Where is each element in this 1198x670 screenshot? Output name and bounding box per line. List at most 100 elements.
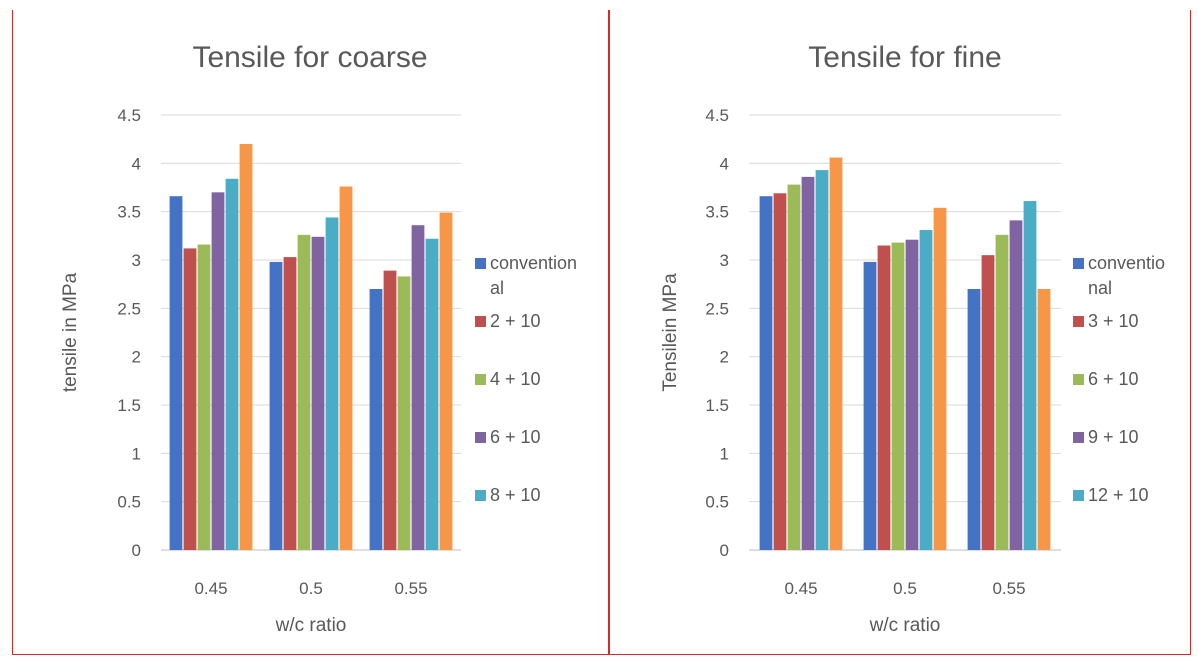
- bar: [829, 157, 843, 551]
- bar: [239, 144, 253, 550]
- chart-title: Tensile for fine: [808, 41, 1001, 74]
- bar: [1009, 220, 1023, 550]
- y-tick-label: 3.5: [705, 203, 729, 222]
- chart-panel-coarse: Tensile for coarse 0 0.5 1 1.5 2 2.5 3 3.5 4 4.5 0.…: [12, 10, 609, 655]
- x-tick-label: 0.45: [784, 579, 817, 598]
- bar: [311, 236, 325, 551]
- bar: [787, 184, 801, 550]
- y-tick-label: 1: [132, 444, 141, 463]
- legend-swatch: [1073, 258, 1084, 269]
- legend-label: 8 + 10: [490, 485, 541, 505]
- x-tick-label: 0.45: [194, 579, 227, 598]
- legend-label: 4 + 10: [490, 369, 541, 389]
- chart-title: Tensile for coarse: [192, 41, 427, 74]
- x-tick-label: 0.5: [893, 579, 917, 598]
- bar: [905, 239, 919, 550]
- legend-label: 9 + 10: [1088, 427, 1139, 447]
- chart-panel-fine: Tensile for fine 0 0.5 1 1.5 2 2.5 3 3.5 4 4.5 0.45…: [609, 10, 1191, 655]
- chart-coarse: Tensile for coarse 0 0.5 1 1.5 2 2.5 3 3.5 4 4.5 0.…: [60, 41, 577, 636]
- x-axis-title: w/c ratio: [275, 615, 347, 636]
- bar: [369, 289, 383, 550]
- y-tick-label: 0: [720, 541, 729, 560]
- x-tick-label: 0.5: [299, 579, 323, 598]
- bar: [269, 261, 283, 550]
- legend-item: 4 + 10: [475, 369, 541, 389]
- bar: [815, 170, 829, 550]
- x-tick-label: 0.55: [992, 579, 1025, 598]
- legend-item: 6 + 10: [1073, 369, 1139, 389]
- bar: [1037, 289, 1051, 550]
- legend-swatch: [1073, 374, 1084, 385]
- y-tick-label: 0: [132, 541, 141, 560]
- y-tick-label: 4: [132, 154, 141, 173]
- legend-label: 6 + 10: [1088, 369, 1139, 389]
- bar: [211, 192, 225, 551]
- legend-item: 8 + 10: [475, 485, 541, 505]
- y-tick-label: 1: [720, 444, 729, 463]
- legend-item: 6 + 10: [475, 427, 541, 447]
- x-tick-label: 0.55: [394, 579, 427, 598]
- bar: [981, 255, 995, 550]
- bar: [877, 245, 891, 550]
- y-tick-label: 4: [720, 154, 729, 173]
- legend-swatch: [1073, 432, 1084, 443]
- y-axis-title: Tensilein MPa: [660, 273, 681, 392]
- bar: [325, 217, 339, 550]
- bar: [995, 234, 1009, 550]
- bar: [933, 207, 947, 551]
- bar: [759, 196, 773, 550]
- bar: [339, 186, 353, 551]
- legend-swatch: [475, 374, 486, 385]
- legend-item: 2 + 10: [475, 311, 541, 331]
- bar: [863, 261, 877, 550]
- bar: [919, 230, 933, 551]
- y-tick-label: 2.5: [705, 299, 729, 318]
- bar: [169, 196, 183, 550]
- bar: [439, 212, 453, 550]
- legend-swatch: [475, 258, 486, 269]
- y-axis-title: tensile in MPa: [60, 272, 81, 392]
- y-tick-label: 2: [132, 348, 141, 367]
- legend-swatch: [1073, 490, 1084, 501]
- bar: [183, 248, 197, 550]
- legend-item: 3 + 10: [1073, 311, 1139, 331]
- y-tick-label: 3: [132, 251, 141, 270]
- bar: [891, 242, 905, 550]
- legend-item: convention al: [475, 253, 577, 298]
- bar: [283, 257, 297, 550]
- bar: [397, 276, 411, 550]
- bar: [225, 178, 239, 551]
- y-tick-label: 0.5: [705, 493, 729, 512]
- y-tick-label: 0.5: [117, 493, 141, 512]
- bar: [383, 270, 397, 550]
- y-tick-label: 4.5: [117, 106, 141, 125]
- legend-item: 9 + 10: [1073, 427, 1139, 447]
- legend-swatch: [1073, 316, 1084, 327]
- y-tick-label: 2.5: [117, 299, 141, 318]
- y-tick-label: 4.5: [705, 106, 729, 125]
- bar: [1023, 201, 1037, 551]
- legend-label: 12 + 10: [1088, 485, 1149, 505]
- legend-label: 6 + 10: [490, 427, 541, 447]
- legend-label: convention: [490, 253, 577, 273]
- legend-label: nal: [1088, 278, 1112, 298]
- bar: [411, 225, 425, 550]
- bar: [801, 176, 815, 550]
- legend-label: 2 + 10: [490, 311, 541, 331]
- bar: [425, 238, 439, 550]
- legend-label: al: [490, 278, 504, 298]
- bar: [967, 289, 981, 550]
- y-tick-label: 1.5: [705, 396, 729, 415]
- bar: [197, 244, 211, 551]
- legend-swatch: [475, 316, 486, 327]
- bar: [297, 234, 311, 550]
- chart-fine: Tensile for fine 0 0.5 1 1.5 2 2.5 3 3.5 4 4.5 0.45…: [660, 41, 1165, 636]
- legend-label: 3 + 10: [1088, 311, 1139, 331]
- legend-swatch: [475, 432, 486, 443]
- x-axis-title: w/c ratio: [869, 615, 941, 636]
- y-tick-label: 1.5: [117, 396, 141, 415]
- legend-swatch: [475, 490, 486, 501]
- y-tick-label: 2: [720, 348, 729, 367]
- y-tick-label: 3.5: [117, 203, 141, 222]
